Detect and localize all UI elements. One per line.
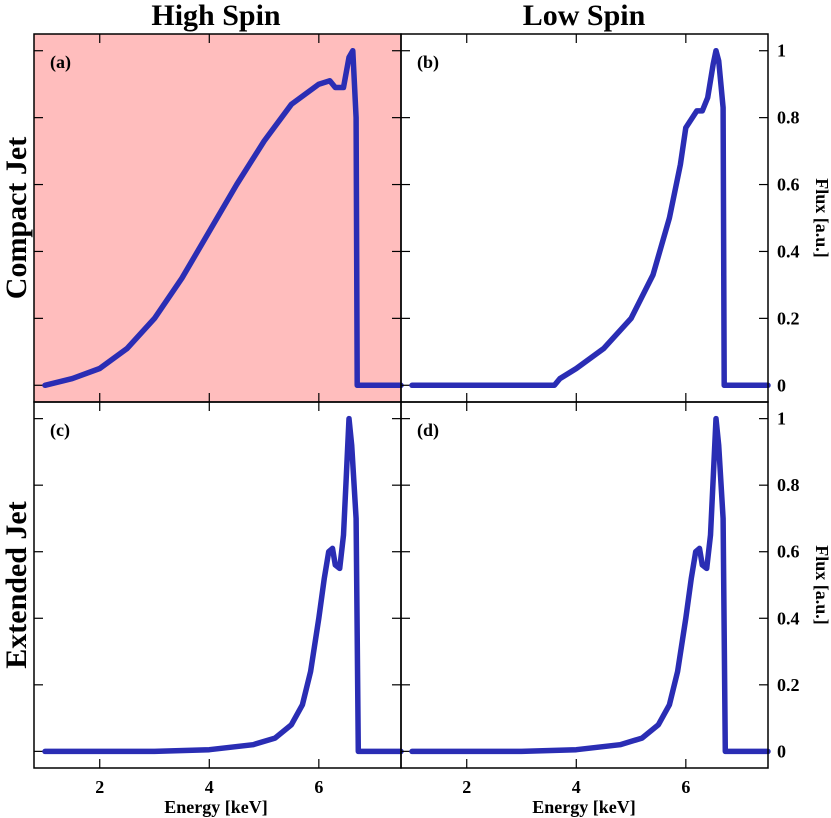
y-tick-label: 0.6 bbox=[777, 175, 800, 195]
col-title-high-spin: High Spin bbox=[151, 0, 281, 32]
series-line bbox=[409, 415, 771, 755]
series-line bbox=[42, 47, 404, 389]
series-line bbox=[409, 47, 771, 389]
ylabel-bottom: Flux [a.u.] bbox=[812, 545, 831, 625]
panel-d: 0 0.2 0.4 0.6 0.8 1 2 4 6 (d) bbox=[400, 401, 800, 797]
ylabel-top: Flux [a.u.] bbox=[812, 178, 831, 258]
col-title-low-spin: Low Spin bbox=[523, 0, 646, 32]
row-title-extended-jet: Extended Jet bbox=[0, 501, 33, 669]
y-tick-label: 0.2 bbox=[777, 308, 800, 328]
panel-b: 0 0.2 0.4 0.6 0.8 1 (b) bbox=[400, 33, 800, 403]
y-tick-label: 0 bbox=[777, 375, 786, 395]
y-tick-label: 0.2 bbox=[777, 675, 800, 695]
panel-tag: (d) bbox=[417, 420, 439, 441]
y-tick-label: 0 bbox=[777, 741, 786, 761]
x-tick-label: 4 bbox=[572, 777, 581, 797]
panel-frame bbox=[400, 33, 769, 403]
panel-frame bbox=[400, 401, 769, 769]
x-tick-label: 2 bbox=[462, 777, 471, 797]
y-tick-label: 0.8 bbox=[777, 108, 800, 128]
xlabel-left: Energy [keV] bbox=[164, 797, 267, 817]
x-tick-label: 6 bbox=[681, 777, 690, 797]
y-tick-label: 0.8 bbox=[777, 475, 800, 495]
y-tick-label: 0.4 bbox=[777, 241, 800, 261]
y-tick-label: 0.4 bbox=[777, 608, 800, 628]
row-title-compact-jet: Compact Jet bbox=[0, 137, 33, 299]
xlabel-right: Energy [keV] bbox=[532, 797, 635, 817]
panel-tag: (b) bbox=[417, 52, 439, 73]
x-tick-label: 4 bbox=[205, 777, 214, 797]
panel-c: 2 4 6 (c) bbox=[33, 401, 404, 797]
series-line bbox=[42, 415, 404, 755]
panel-tag: (c) bbox=[50, 420, 70, 441]
y-tick-label: 1 bbox=[777, 409, 786, 429]
panel-tag: (a) bbox=[50, 52, 71, 73]
x-tick-label: 2 bbox=[95, 777, 104, 797]
x-tick-label: 6 bbox=[314, 777, 323, 797]
panel-a: (a) bbox=[33, 33, 404, 403]
y-tick-label: 1 bbox=[777, 41, 786, 61]
y-tick-label: 0.6 bbox=[777, 542, 800, 562]
